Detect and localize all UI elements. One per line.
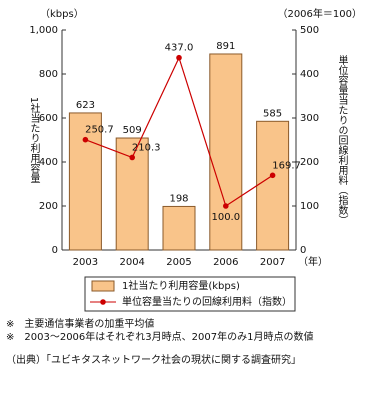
y-unit: （kbps） [40, 8, 84, 20]
y2-tick-label: 0 [300, 245, 306, 256]
legend-label: 1社当たり利用容量(kbps) [122, 279, 240, 292]
line-label: 100.0 [211, 212, 240, 223]
y-tick-label: 600 [39, 113, 58, 124]
y2-axis-title: 単位容量当たりの回線利用料（指数） [336, 54, 348, 225]
line-label: 169.7 [272, 160, 301, 171]
x-tick-label: 2005 [166, 257, 191, 268]
y2-tick-label: 400 [300, 69, 319, 80]
bar [256, 120, 290, 251]
x-tick-label: 2006 [213, 257, 238, 268]
line-label: 210.3 [132, 142, 161, 153]
bar [68, 112, 102, 251]
bar-label: 891 [216, 41, 235, 52]
bar-label: 623 [76, 100, 95, 111]
line-point [82, 136, 89, 143]
x-tick-label: 2007 [260, 257, 285, 268]
notes: ※ 主要通信事業者の加重平均値 ※ 2003～2006年はそれぞれ3月時点、20… [6, 318, 362, 367]
y2-tick-label: 300 [300, 113, 319, 124]
y-tick-label: 200 [39, 201, 58, 212]
bar [209, 53, 243, 251]
y2-tick-label: 100 [300, 201, 319, 212]
y2-tick-label: 500 [300, 25, 319, 36]
legend-label: 単位容量当たりの回線利用料（指数） [122, 295, 292, 308]
legend [84, 276, 296, 312]
y-tick-label: 400 [39, 157, 58, 168]
x-tick-label: 2003 [73, 257, 98, 268]
bar-label: 585 [263, 108, 282, 119]
note: ※ 2003～2006年はそれぞれ3月時点、2007年のみ1月時点の数値 [6, 332, 314, 343]
x-unit: （年） [298, 255, 328, 268]
legend-swatch [91, 280, 115, 292]
x-tick-label: 2004 [119, 257, 144, 268]
y-tick-label: 0 [52, 245, 58, 256]
line-point [269, 172, 276, 179]
line-point [176, 54, 182, 61]
line-label: 437.0 [165, 43, 194, 54]
legend-swatch [100, 299, 106, 305]
y-tick-label: 800 [39, 69, 58, 80]
line-label: 250.7 [85, 125, 114, 136]
line-point [223, 203, 229, 209]
y2-tick-label: 200 [300, 157, 319, 168]
bar-label: 509 [123, 125, 142, 136]
chart: （kbps） （2006年＝100） 1社当たり利用容量 単位容量当たりの回線利… [28, 7, 362, 312]
y-axis-title: 1社当たり利用容量 [28, 97, 40, 183]
bar [162, 205, 196, 251]
bar-label: 198 [169, 193, 188, 204]
note: ※ 主要通信事業者の加重平均値 [6, 319, 155, 330]
y2-unit: （2006年＝100） [277, 7, 362, 20]
source: （出典）「ユビキタスネットワーク社会の現状に関する調査研究」 [6, 355, 301, 366]
line-point [129, 154, 135, 161]
y-tick-label: 1,000 [29, 25, 58, 36]
